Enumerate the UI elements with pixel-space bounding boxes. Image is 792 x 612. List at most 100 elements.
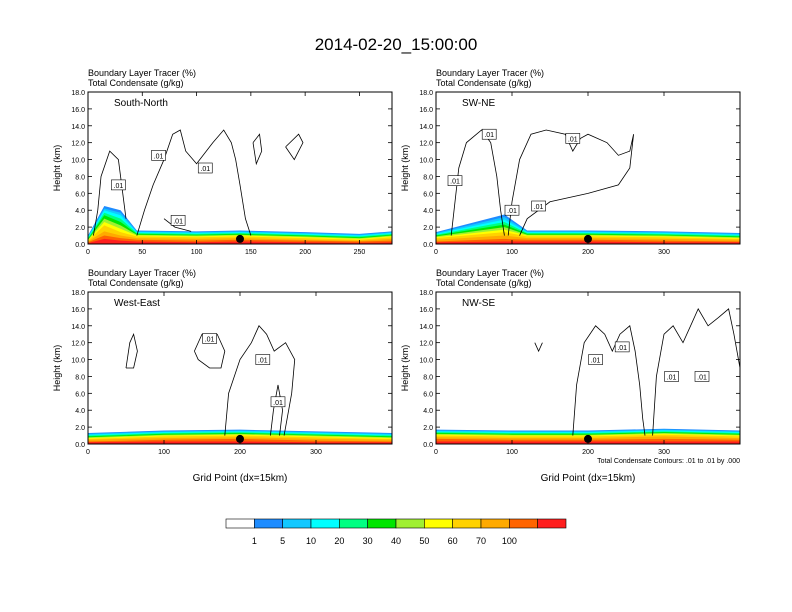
contour-label-box: [664, 371, 679, 382]
contour-label-box: [588, 354, 603, 365]
contour-label-box: [504, 204, 520, 216]
contour-label: .01: [617, 345, 627, 352]
colorbar-swatch: [395, 518, 425, 529]
condensate-contour: [224, 325, 296, 436]
panel-subtitle-tracer: Boundary Layer Tracer (%): [88, 268, 196, 278]
x-tick-label: 200: [234, 449, 246, 456]
contour-label: .01: [697, 374, 707, 381]
colorbar-swatch: [254, 518, 283, 529]
contour-label-box: [170, 215, 186, 226]
plot-area: .01 .01 .01 .01 .01: [436, 128, 740, 244]
plot-area: .01 .01 .01: [88, 325, 392, 444]
panel-subtitle-tracer: Boundary Layer Tracer (%): [88, 68, 196, 78]
y-tick-label: 18.0: [71, 90, 85, 97]
colorbar-label: 50: [419, 536, 429, 546]
y-axis-label: Height (km): [400, 145, 410, 192]
y-tick-label: 0.0: [75, 242, 85, 249]
y-tick-label: 4.0: [75, 208, 85, 215]
colorbar-swatch: [225, 518, 255, 529]
contour-label: .01: [173, 218, 183, 225]
contour-label: .01: [258, 358, 268, 365]
colorbar-swatch: [310, 518, 340, 529]
cross-section-name: NW-SE: [462, 298, 495, 309]
contour-label-box: [111, 179, 126, 191]
plot-frame: [435, 291, 741, 445]
y-tick-label: 12.0: [71, 341, 85, 348]
y-tick-label: 10.0: [419, 358, 433, 365]
colorbar-label: 30: [363, 536, 373, 546]
condensate-contour: [450, 129, 505, 236]
x-tick-label: 0: [86, 449, 90, 456]
condensate-contour: [652, 308, 740, 436]
y-tick-label: 8.0: [423, 174, 433, 181]
x-tick-label: 200: [582, 449, 594, 456]
y-tick-label: 14.0: [419, 124, 433, 131]
x-tick-label: 100: [158, 449, 170, 456]
contour-label: .01: [534, 204, 544, 211]
location-marker: [584, 434, 592, 443]
plot-frame: [87, 91, 393, 245]
colorbar-swatch: [537, 518, 567, 529]
contour-label-box: [202, 333, 217, 344]
y-tick-label: 18.0: [71, 290, 85, 297]
x-tick-label: 250: [354, 249, 366, 256]
contour-label-box: [614, 341, 630, 353]
x-tick-label: 100: [506, 449, 518, 456]
panel-subtitle-tracer: Boundary Layer Tracer (%): [436, 68, 544, 78]
y-tick-label: 18.0: [419, 90, 433, 97]
y-tick-label: 10.0: [419, 158, 433, 165]
y-tick-label: 2.0: [423, 425, 433, 432]
colorbar-label: 5: [280, 536, 285, 546]
cross-section-name: SW-NE: [462, 98, 495, 109]
y-tick-label: 0.0: [423, 442, 433, 449]
colorbar-swatch: [452, 518, 482, 529]
y-tick-label: 12.0: [419, 341, 433, 348]
condensate-contour: [270, 384, 283, 436]
contour-label-box: [270, 396, 286, 408]
panel-subtitle-condensate: Total Condensate (g/kg): [436, 278, 532, 288]
colorbar-swatch: [339, 518, 368, 529]
contour-footnote: Total Condensate Contours: .01 to .01 by…: [597, 458, 740, 465]
y-tick-label: 16.0: [419, 107, 433, 114]
y-tick-label: 18.0: [419, 290, 433, 297]
x-tick-label: 200: [299, 249, 311, 256]
x-tick-label: 300: [658, 449, 670, 456]
y-tick-label: 14.0: [71, 324, 85, 331]
figure-title: 2014-02-20_15:00:00: [315, 35, 478, 54]
colorbar-label: 10: [306, 536, 316, 546]
colorbar-label: 40: [391, 536, 401, 546]
y-tick-label: 0.0: [75, 442, 85, 449]
y-tick-label: 0.0: [423, 242, 433, 249]
y-tick-label: 6.0: [423, 191, 433, 198]
contour-label: .01: [273, 400, 283, 407]
x-axis-label: Grid Point (dx=15km): [193, 473, 288, 484]
panel-subtitle-condensate: Total Condensate (g/kg): [88, 278, 184, 288]
condensate-contour: [163, 218, 192, 232]
panel-subtitle-condensate: Total Condensate (g/kg): [88, 78, 184, 88]
y-tick-label: 16.0: [71, 107, 85, 114]
contour-label-box: [151, 150, 166, 161]
colorbar: 1 5 10 20 30 40 50 60 70 100: [225, 518, 567, 546]
contour-label-box: [531, 200, 546, 212]
y-axis-label: Height (km): [52, 345, 62, 392]
y-tick-label: 6.0: [75, 391, 85, 398]
colorbar-swatch: [367, 518, 397, 529]
y-tick-label: 10.0: [71, 358, 85, 365]
colorbar-swatch: [424, 518, 453, 529]
condensate-contour: [285, 133, 304, 161]
x-tick-label: 0: [434, 449, 438, 456]
cross-section-name: South-North: [114, 98, 168, 109]
contour-label: .01: [591, 358, 601, 365]
contour-label: .01: [200, 166, 210, 173]
contour-label-box: [255, 354, 271, 365]
x-tick-label: 0: [434, 249, 438, 256]
colorbar-swatch: [509, 518, 538, 529]
y-tick-label: 16.0: [419, 307, 433, 314]
x-tick-label: 300: [658, 249, 670, 256]
colorbar-label: 20: [334, 536, 344, 546]
contour-label-box: [197, 162, 213, 174]
x-tick-label: 150: [245, 249, 257, 256]
y-tick-label: 4.0: [75, 408, 85, 415]
panel-subtitle-tracer: Boundary Layer Tracer (%): [436, 268, 544, 278]
y-tick-label: 12.0: [419, 141, 433, 148]
